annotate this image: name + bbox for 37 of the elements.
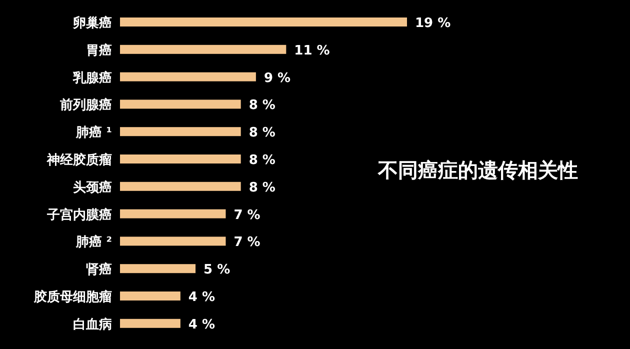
bar <box>120 209 226 218</box>
y-tick-label: 子宫内膜癌 <box>46 206 112 223</box>
data-label: 5 % <box>204 262 230 278</box>
y-tick-label: 卵巢癌 <box>72 15 112 31</box>
data-label: 19 % <box>415 16 451 31</box>
bar <box>120 264 196 274</box>
y-tick-label: 肺癌 ¹ <box>74 124 112 141</box>
bar <box>120 154 241 164</box>
data-label: 4 % <box>188 317 216 332</box>
data-label: 4 % <box>188 290 216 305</box>
y-tick-label: 乳腺癌 <box>72 70 112 86</box>
bar <box>120 18 407 26</box>
y-tick-label: 肾癌 <box>86 262 112 278</box>
data-label: 8 % <box>248 126 276 141</box>
bar <box>120 236 226 246</box>
bar <box>120 182 241 191</box>
text: 不同癌症的遗传相关性 <box>377 158 578 182</box>
data-label: 8 % <box>248 180 276 196</box>
bar <box>120 318 180 328</box>
y-tick-label: 胶质母细胞瘤 <box>33 289 112 305</box>
data-label: 9 % <box>264 70 291 86</box>
data-label: 8 % <box>248 98 276 114</box>
data-label: 11 % <box>294 43 330 58</box>
data-label: 7 % <box>234 208 260 223</box>
bar <box>120 127 241 136</box>
data-label: 8 % <box>248 153 276 168</box>
data-label: 7 % <box>234 235 260 250</box>
y-tick-label: 肺癌 ² <box>74 234 112 250</box>
bar <box>120 44 286 54</box>
bar <box>120 100 241 109</box>
y-tick-label: 前列腺癌 <box>59 97 112 114</box>
bar <box>120 292 180 300</box>
y-tick-label: 白血病 <box>73 316 112 332</box>
y-tick-label: 头颈癌 <box>73 179 112 196</box>
y-tick-label: 胃癌 <box>86 42 112 58</box>
bar <box>120 72 256 82</box>
y-tick-label: 神经胶质瘤 <box>46 152 112 168</box>
